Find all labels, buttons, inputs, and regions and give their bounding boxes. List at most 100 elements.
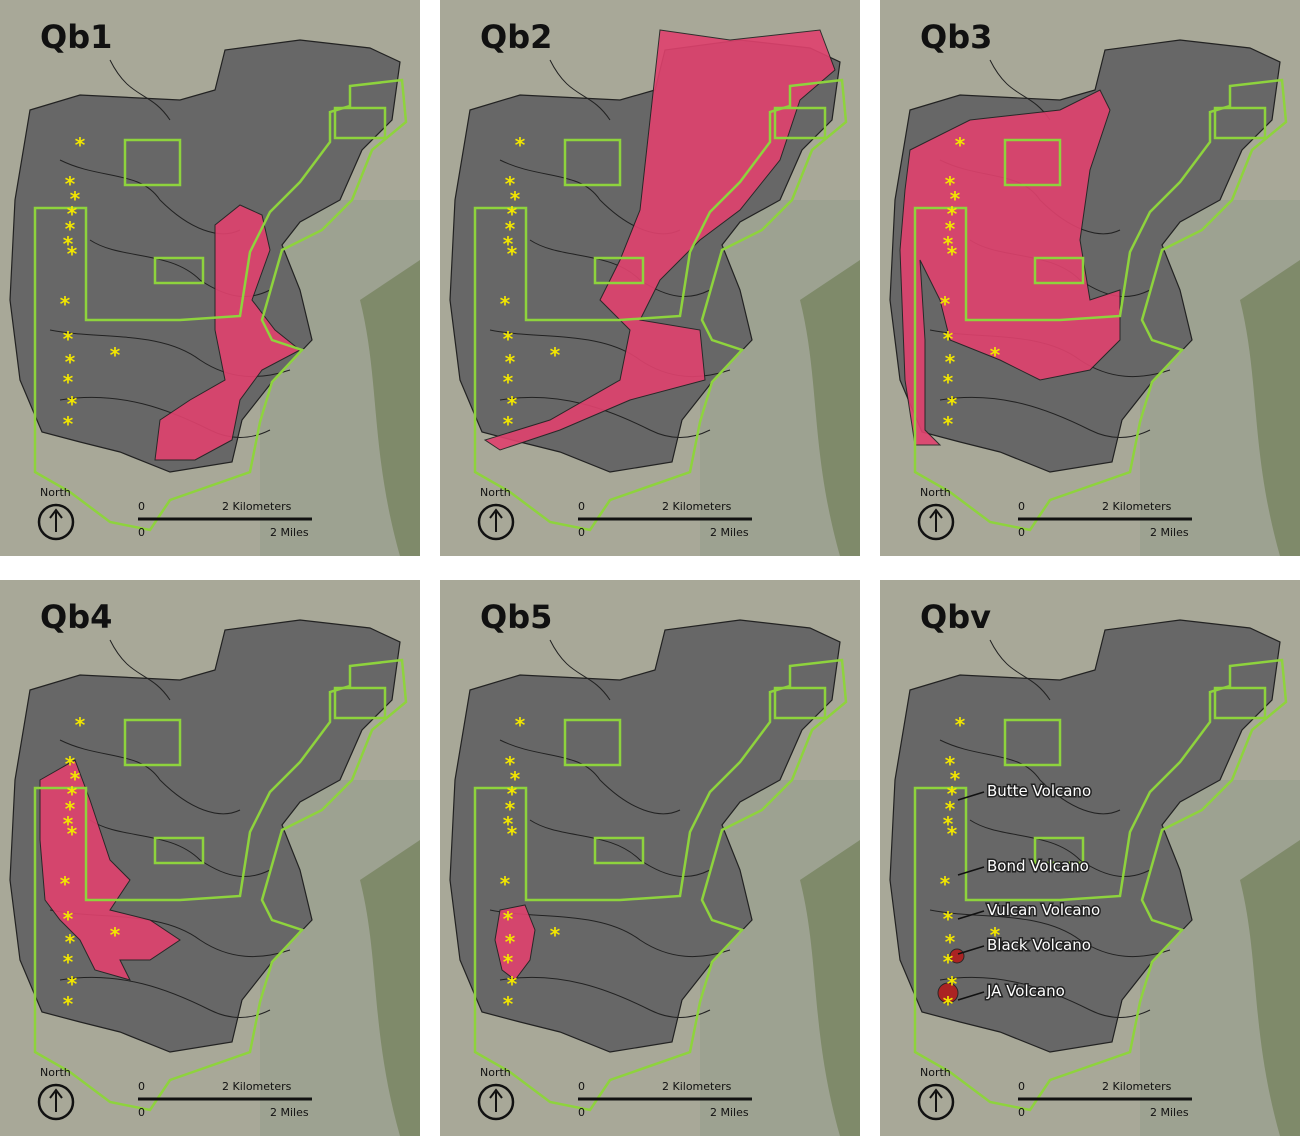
scale-km: 2 Kilometers: [1102, 500, 1172, 513]
volcano-star: *: [75, 133, 86, 157]
scale-km: 2 Kilometers: [662, 1080, 732, 1093]
volcano-star: *: [110, 923, 121, 947]
north-arrow: [49, 508, 63, 532]
flow-contact: [109, 59, 171, 121]
volcano-star: *: [60, 292, 71, 316]
monument-unit: [1003, 138, 1062, 187]
volcano-star: *: [63, 232, 74, 256]
volcano-star: *: [505, 172, 516, 196]
scale-km: 2 Kilometers: [662, 500, 732, 513]
north-circle: [477, 1083, 515, 1121]
north-circle: [37, 1083, 75, 1121]
volcano-star: *: [503, 950, 514, 974]
highlighted-flow: [937, 948, 965, 1004]
scale-mi: 2 Miles: [710, 1106, 749, 1119]
flow-contact: [939, 976, 1151, 1018]
river-valley: [1240, 840, 1300, 1136]
volcano-label: Vulcan Volcano: [987, 901, 1100, 919]
flow-contact: [499, 976, 711, 1018]
monument-unit: [123, 718, 182, 767]
flow-contact: [489, 909, 731, 958]
volcano-label: Bond Volcano: [987, 857, 1089, 875]
panel-title: Qb1: [40, 18, 112, 56]
north-circle: [37, 503, 75, 541]
highlighted-flow: [899, 89, 1121, 446]
volcano-label: Black Volcano: [987, 936, 1091, 954]
volcano-star: *: [67, 972, 78, 996]
volcano-star: *: [63, 370, 74, 394]
volcano-star: *: [110, 343, 121, 367]
volcano-star: *: [945, 930, 956, 954]
volcano-star: *: [515, 133, 526, 157]
monument-unit: [1033, 256, 1085, 285]
scale-mi-zero: 0: [578, 526, 585, 539]
volcano-star: *: [63, 950, 74, 974]
label-leader: [957, 991, 985, 1001]
monument-unit: [563, 138, 622, 187]
volcano-star: *: [505, 797, 516, 821]
volcano-star: *: [550, 923, 561, 947]
monument-unit: [773, 106, 827, 140]
monument-unit: [593, 836, 645, 865]
volcano-star: *: [943, 950, 954, 974]
monument-unit: [563, 718, 622, 767]
scale-km: 2 Kilometers: [222, 500, 292, 513]
highlighted-flow: [154, 204, 301, 461]
scale-km-zero: 0: [1018, 500, 1025, 513]
volcano-star: *: [945, 217, 956, 241]
river-valley: [800, 260, 860, 556]
scale-mi: 2 Miles: [270, 1106, 309, 1119]
label-leader: [957, 866, 985, 876]
north-label: North: [40, 486, 71, 499]
volcano-star: *: [945, 797, 956, 821]
north-label: North: [40, 1066, 71, 1079]
volcano-star: *: [65, 930, 76, 954]
volcano-star: *: [67, 242, 78, 266]
volcano-star: *: [947, 242, 958, 266]
scale-km-zero: 0: [138, 1080, 145, 1093]
flow-contact: [59, 739, 241, 815]
monument-boundary: [33, 78, 408, 532]
scale-mi: 2 Miles: [1150, 1106, 1189, 1119]
volcano-star: *: [507, 242, 518, 266]
monument-boundary: [913, 658, 1288, 1112]
volcano-star: *: [947, 822, 958, 846]
volcano-star: *: [65, 217, 76, 241]
volcano-star: *: [503, 327, 514, 351]
volcano-star: *: [505, 350, 516, 374]
panel-title: Qb4: [40, 598, 112, 636]
volcano-star: *: [63, 812, 74, 836]
volcano-star: *: [945, 172, 956, 196]
volcano-star: *: [515, 713, 526, 737]
volcano-star: *: [63, 992, 74, 1016]
volcano-star: *: [67, 822, 78, 846]
volcano-star: *: [63, 412, 74, 436]
north-arrow: [929, 508, 943, 532]
river-valley: [360, 840, 420, 1136]
volcano-star: *: [60, 872, 71, 896]
river-valley: [800, 840, 860, 1136]
volcano-star: *: [500, 872, 511, 896]
scale-km-zero: 0: [578, 500, 585, 513]
volcano-star: *: [550, 343, 561, 367]
volcano-star: *: [505, 752, 516, 776]
north-arrow: [929, 1088, 943, 1112]
flow-contact: [939, 396, 1151, 438]
volcano-star: *: [67, 202, 78, 226]
volcano-star: *: [63, 907, 74, 931]
panel-title: Qb3: [920, 18, 992, 56]
north-circle: [917, 503, 955, 541]
volcano-star: *: [943, 370, 954, 394]
north-arrow: [49, 1088, 63, 1112]
lava-field: [9, 39, 401, 473]
scale-mi-zero: 0: [1018, 526, 1025, 539]
volcano-star: *: [503, 812, 514, 836]
flow-contact: [59, 976, 271, 1018]
volcano-star: *: [67, 392, 78, 416]
scale-km-zero: 0: [578, 1080, 585, 1093]
volcano-star: *: [507, 202, 518, 226]
